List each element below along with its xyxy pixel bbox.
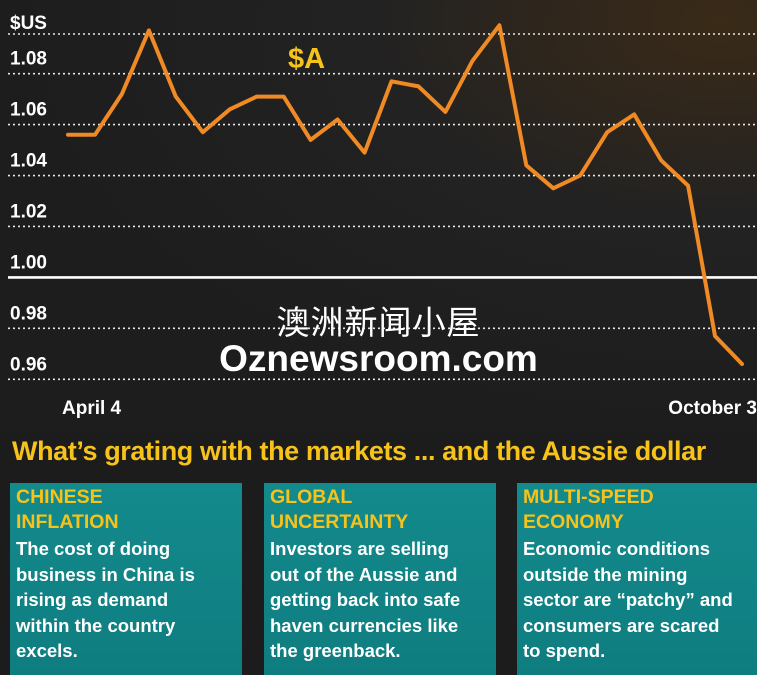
- panel-title-line2: INFLATION: [16, 511, 119, 533]
- panel-body-line: consumers are scared: [523, 614, 720, 636]
- y-tick-label: 1.08: [10, 49, 47, 70]
- panel-body-line: sector are “patchy” and: [523, 589, 733, 610]
- panel-body-line: business in China is: [16, 563, 195, 585]
- y-tick-label: 1.06: [10, 100, 47, 121]
- panel-title-line2: ECONOMY: [523, 511, 624, 533]
- panel-title-line1: MULTI-SPEED: [523, 486, 654, 508]
- x-start-label: April 4: [62, 398, 122, 419]
- panel-multi-speed-economy: MULTI-SPEED ECONOMY Economic conditions …: [517, 483, 757, 675]
- panel-body-line: within the country: [16, 614, 176, 636]
- panel-body-line: outside the mining: [523, 563, 688, 585]
- y-tick-label: 1.02: [10, 201, 47, 222]
- panel-title-line2: UNCERTAINTY: [270, 511, 409, 533]
- y-tick-label: 0.98: [10, 303, 47, 324]
- panel-body-line: out of the Aussie and: [270, 563, 458, 585]
- panel-body-line: haven currencies like: [270, 614, 459, 636]
- panel-body-line: Economic conditions: [523, 538, 711, 559]
- panel-body: Economic conditions outside the mining s…: [523, 536, 751, 664]
- y-tick-label: 0.96: [10, 354, 47, 375]
- watermark-site: Oznewsroom.com: [219, 338, 538, 379]
- panel-body: The cost of doing business in China is r…: [16, 536, 236, 664]
- series-line: [66, 23, 744, 366]
- headline: What’s grating with the markets ... and …: [12, 436, 706, 466]
- panel-body-line: rising as demand: [16, 589, 169, 610]
- panel-chinese-inflation: CHINESE INFLATION The cost of doing busi…: [10, 483, 242, 675]
- panel-title-line1: GLOBAL: [270, 486, 353, 508]
- panel-body-line: getting back into safe: [270, 589, 461, 610]
- x-end-label: October 3: [668, 398, 757, 419]
- panel-body: Investors are selling out of the Aussie …: [270, 536, 490, 664]
- watermark-chinese: 澳洲新闻小屋: [276, 303, 481, 342]
- panel-body-line: Investors are selling: [270, 538, 449, 559]
- panel-body-line: to spend.: [523, 640, 606, 661]
- y-axis-label: $US: [10, 13, 47, 34]
- exchange-rate-chart: 1.08 1.06 1.04 1.02 1.00 0.98 0.96 $US $A Apri…: [8, 13, 757, 419]
- y-tick-label: 1.04: [10, 151, 47, 172]
- series-label: $A: [288, 43, 325, 75]
- panel-body-line: the greenback.: [270, 640, 401, 661]
- chart-area: 1.08 1.06 1.04 1.02 1.00 0.98 0.96 $US $A Apri…: [0, 0, 757, 430]
- y-tick-label: 1.00: [10, 252, 47, 273]
- panel-global-uncertainty: GLOBAL UNCERTAINTY Investors are selling…: [264, 483, 496, 675]
- panel-title-line1: CHINESE: [16, 486, 103, 508]
- panel-body-line: excels.: [16, 640, 78, 661]
- panel-body-line: The cost of doing: [16, 538, 171, 559]
